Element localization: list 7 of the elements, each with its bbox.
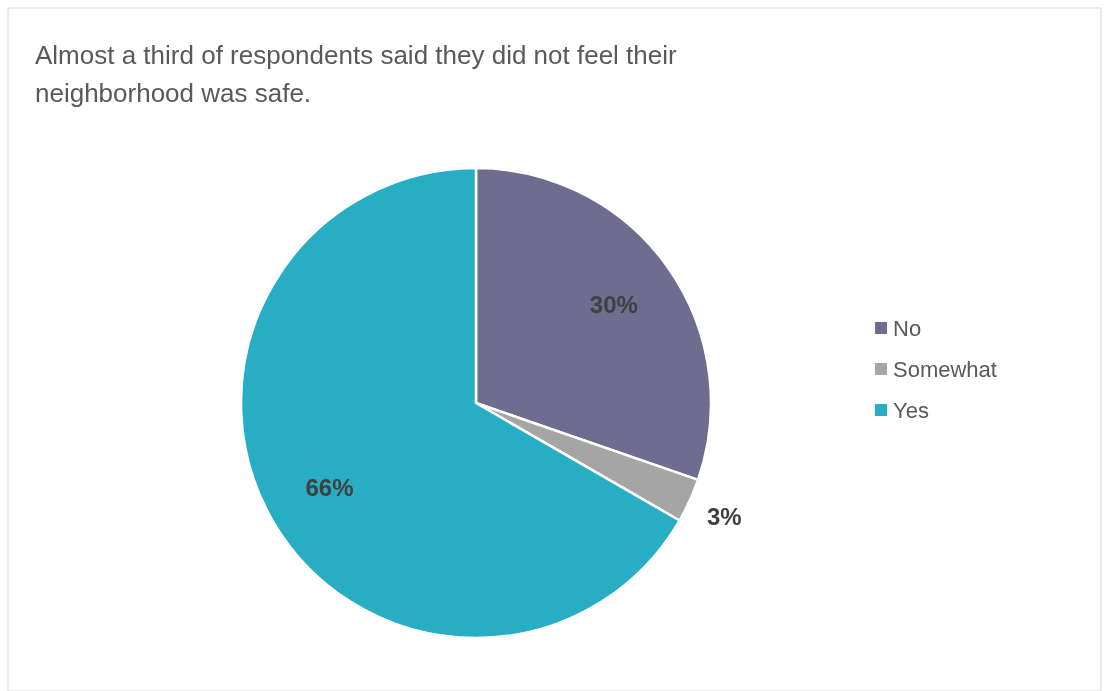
legend-label: No [893, 315, 922, 341]
data-label: 3% [706, 502, 742, 530]
chart-title: Almost a third of respondents said they did not feel their neighborhood was safe. [35, 40, 678, 108]
legend-label: Somewhat [893, 356, 997, 382]
data-label: 30% [589, 291, 638, 319]
legend-label: Yes [893, 397, 929, 423]
data-label: 66% [305, 474, 354, 501]
